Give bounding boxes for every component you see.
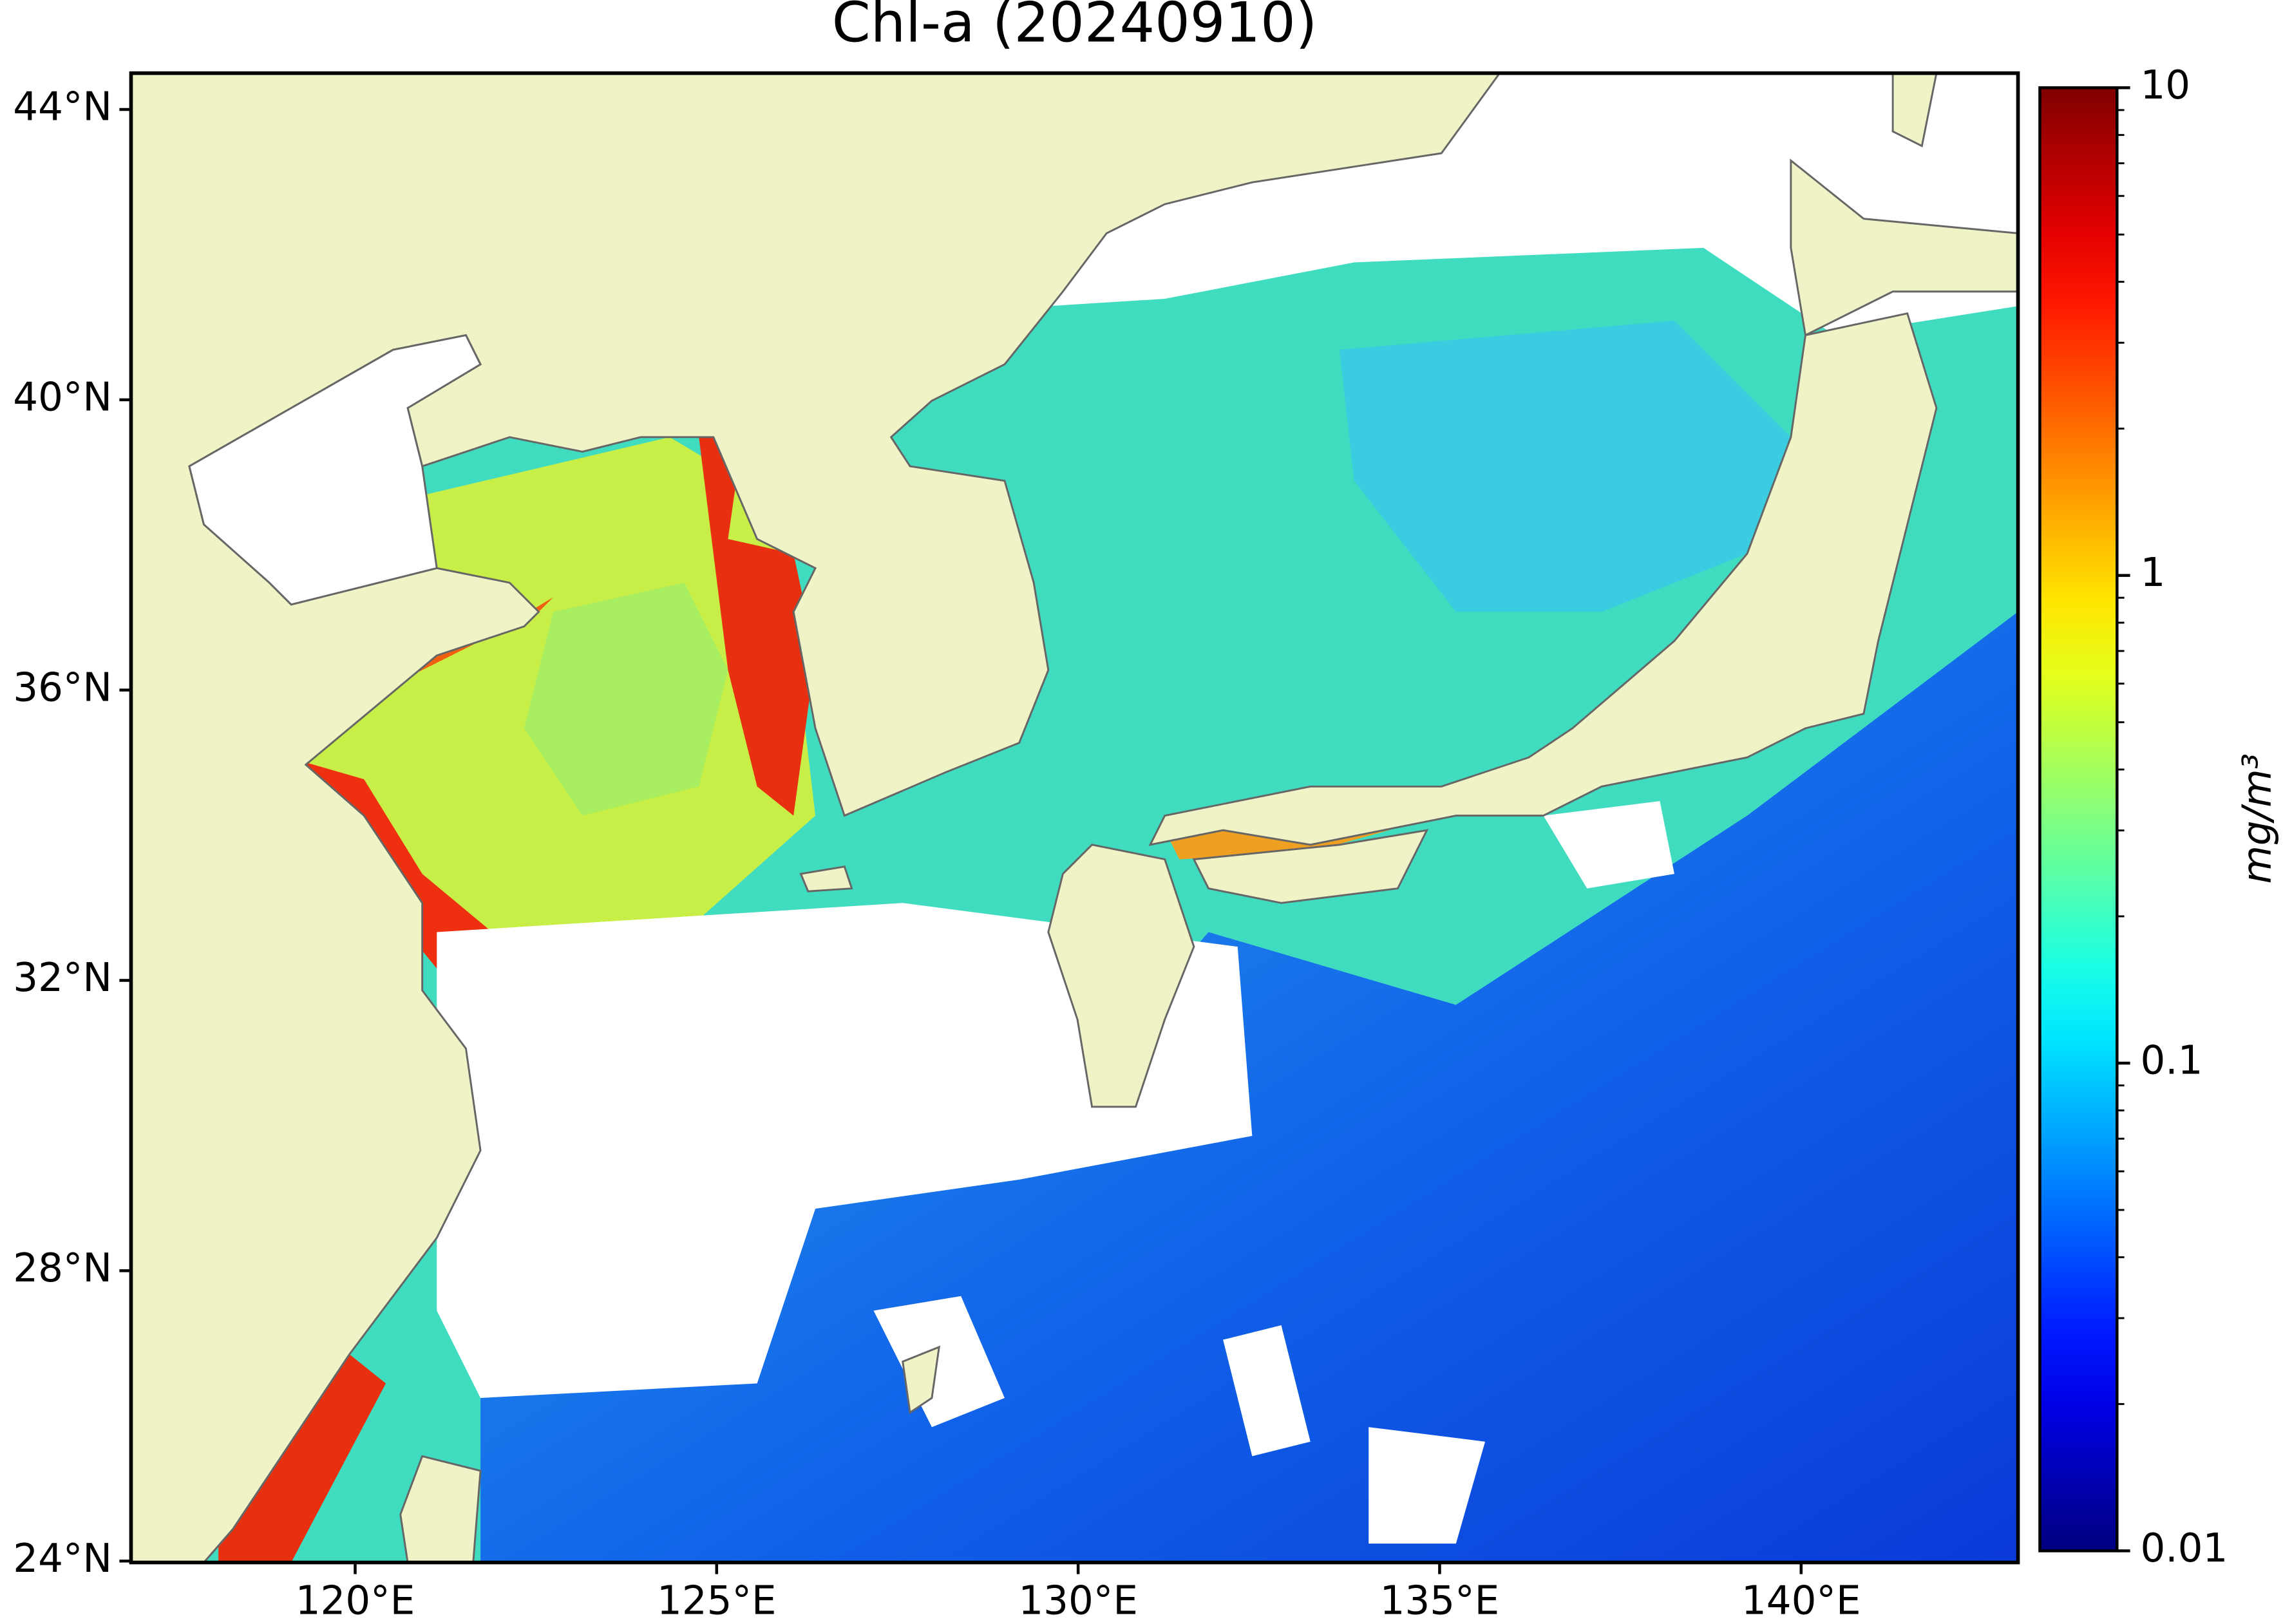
x-tick-label: 130°E (1018, 1578, 1138, 1623)
sea-yellow2 (524, 582, 728, 816)
y-tick-label: 36°N (13, 665, 112, 710)
colorbar-label: mg/m³ (2234, 753, 2280, 884)
y-tick-label: 24°N (13, 1536, 112, 1582)
sakhalin (1891, 73, 1938, 147)
land (131, 73, 2018, 1563)
taiwan (399, 1455, 482, 1563)
honshu (1148, 312, 1938, 846)
bohai-sea (188, 334, 482, 606)
coast-red (699, 437, 816, 816)
x-tick-label: 140°E (1741, 1578, 1861, 1623)
colorbar-tick-label: 0.01 (2140, 1525, 2228, 1571)
y-tick-label: 44°N (13, 84, 112, 130)
colorbar-tick-label: 10 (2140, 62, 2190, 108)
sea-mid (1339, 320, 1791, 612)
title: Chl-a (20240910) (832, 0, 1318, 55)
cloud (437, 903, 1253, 1398)
island (902, 1345, 941, 1415)
cloud (1369, 1427, 1486, 1544)
sea-low (480, 612, 2018, 1563)
kyushu (1047, 844, 1195, 1108)
hokkaido (1790, 158, 2018, 337)
map-frame (129, 71, 2020, 1565)
y-tick-label: 40°N (13, 374, 112, 420)
x-tick-label: 135°E (1380, 1578, 1500, 1623)
colorbar-tick-label: 1 (2140, 550, 2165, 596)
colorbar (2038, 86, 2119, 1553)
map-field (131, 73, 2018, 1563)
x-tick-label: 120°E (296, 1578, 415, 1623)
y-tick-label: 28°N (13, 1245, 112, 1291)
shikoku (1192, 829, 1429, 904)
colorbar-tick-label: 0.1 (2140, 1038, 2202, 1084)
coast-red (218, 1354, 386, 1563)
cloud (873, 1296, 1005, 1428)
y-tick-label: 32°N (13, 955, 112, 1001)
island (799, 865, 853, 892)
x-tick-label: 125°E (657, 1578, 777, 1623)
cloud (1543, 801, 1674, 889)
cloud (1223, 1325, 1311, 1457)
